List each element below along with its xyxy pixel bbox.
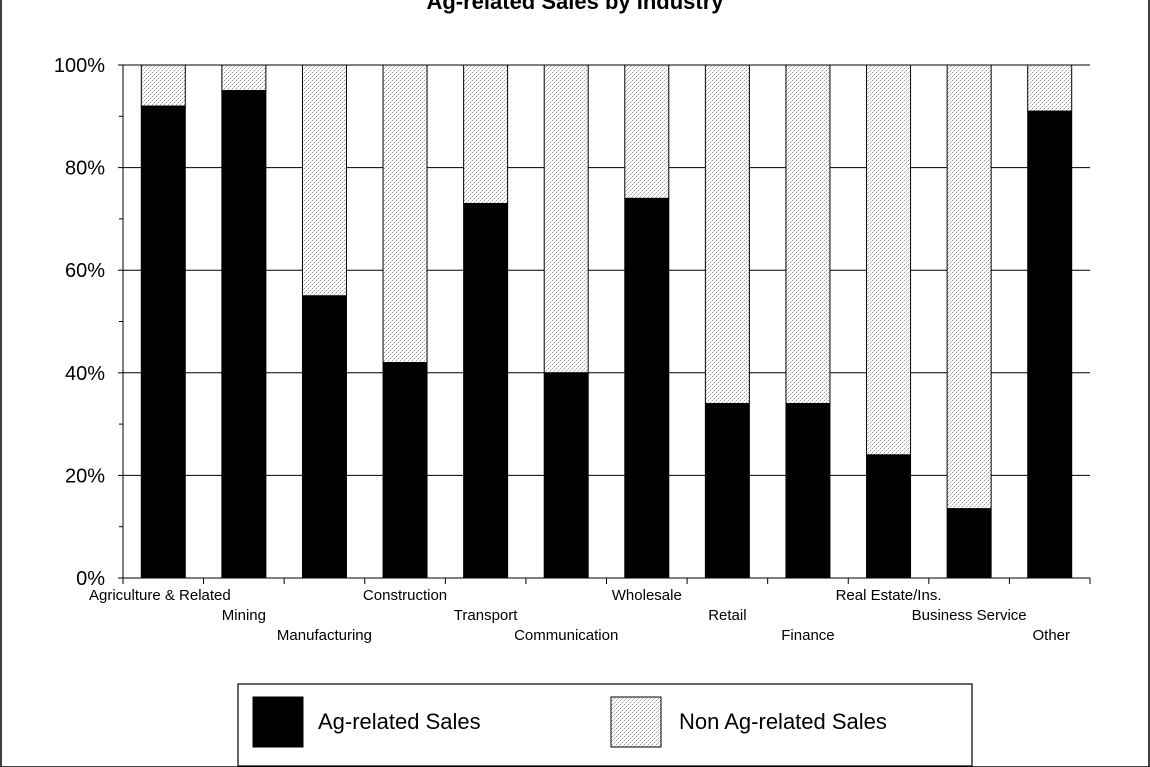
x-category-label: Transport — [454, 607, 518, 624]
bar-ag-sales — [463, 203, 509, 579]
bar-ag-sales — [785, 403, 831, 579]
bar-non-ag-sales — [301, 64, 347, 297]
bar-non-ag-sales — [463, 64, 509, 205]
bar-non-ag-sales — [624, 64, 670, 199]
bar-non-ag-sales — [382, 64, 428, 364]
x-category-label: Mining — [222, 607, 266, 624]
y-tick-label: 20% — [65, 465, 105, 487]
x-category-label: Business Service — [912, 607, 1027, 624]
legend-swatch-non-ag-sales — [610, 696, 662, 748]
legend-label-ag-sales: Ag-related Sales — [318, 709, 481, 734]
bar-ag-sales — [140, 105, 186, 579]
legend-swatch-ag-sales — [252, 696, 304, 748]
bar-ag-sales — [543, 372, 589, 579]
x-category-label: Real Estate/Ins. — [836, 587, 942, 604]
y-tick-label: 0% — [76, 568, 105, 590]
y-tick-label: 40% — [65, 363, 105, 385]
x-category-label: Manufacturing — [277, 627, 372, 644]
bar-ag-sales — [624, 197, 670, 579]
bar-ag-sales — [382, 362, 428, 579]
x-category-label: Construction — [363, 587, 447, 604]
bar-non-ag-sales — [1027, 64, 1073, 112]
bar-non-ag-sales — [543, 64, 589, 374]
legend-box — [237, 683, 973, 767]
x-category-label: Wholesale — [612, 587, 682, 604]
x-category-label: Retail — [708, 607, 746, 624]
legend-label-non-ag-sales: Non Ag-related Sales — [679, 709, 887, 734]
bar-non-ag-sales — [221, 64, 267, 92]
bar-ag-sales — [221, 90, 267, 579]
bar-non-ag-sales — [704, 64, 750, 405]
x-category-label: Other — [1032, 627, 1070, 644]
chart-title: Ag-related Sales by Industry — [426, 0, 724, 14]
bar-ag-sales — [866, 454, 912, 579]
bar-non-ag-sales — [946, 64, 992, 510]
bar-ag-sales — [946, 508, 992, 579]
bar-non-ag-sales — [785, 64, 831, 405]
bar-ag-sales — [1027, 110, 1073, 579]
bar-ag-sales — [301, 295, 347, 579]
x-category-label: Agriculture & Related — [89, 587, 231, 604]
x-category-label: Finance — [781, 627, 834, 644]
bar-non-ag-sales — [140, 64, 186, 107]
y-tick-label: 60% — [65, 260, 105, 282]
y-tick-label: 100% — [54, 55, 105, 77]
x-category-label: Communication — [514, 627, 618, 644]
y-tick-label: 80% — [65, 158, 105, 180]
bar-ag-sales — [704, 403, 750, 579]
bar-non-ag-sales — [866, 64, 912, 456]
